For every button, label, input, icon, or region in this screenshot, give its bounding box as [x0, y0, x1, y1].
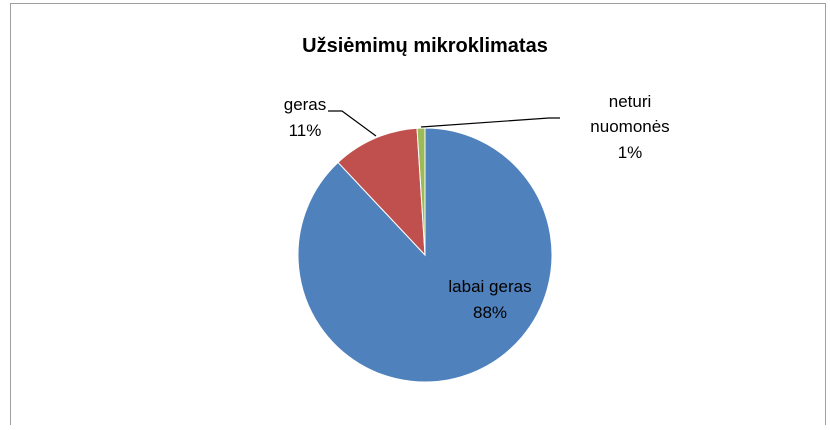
value-label: 88%: [473, 303, 507, 322]
category-label-line: neturi: [609, 92, 652, 111]
pie-slice: [297, 127, 553, 383]
value-label: 11%: [289, 121, 322, 140]
leader-line: [328, 110, 377, 137]
value-label: 1%: [618, 143, 643, 162]
category-label-line: nuomonės: [590, 117, 669, 136]
pie-slice: [416, 127, 426, 256]
leader-line: [420, 117, 560, 128]
category-label: labai geras: [448, 277, 531, 296]
pie-slice: [337, 127, 426, 257]
chart-title: Užsiėmimų mikroklimatas: [302, 35, 548, 57]
category-label: neturi nuomonės: [590, 92, 669, 136]
category-label: geras: [284, 95, 327, 114]
